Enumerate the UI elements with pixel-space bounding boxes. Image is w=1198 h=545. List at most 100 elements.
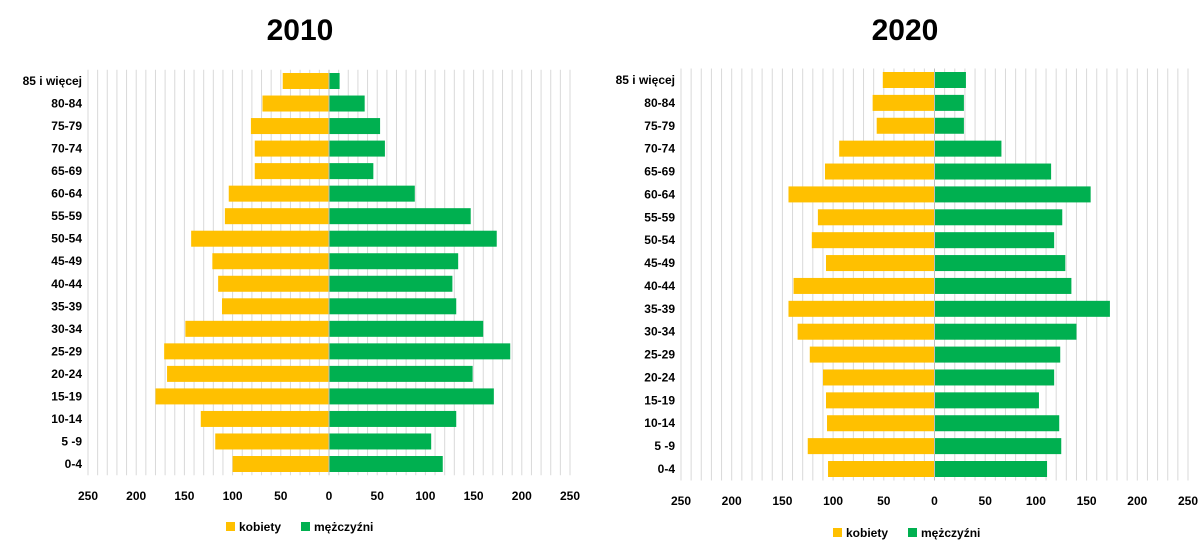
x-tick-label: 50 bbox=[274, 489, 288, 503]
bar-kobiety bbox=[807, 438, 935, 455]
bar-mezczyzni bbox=[934, 209, 1063, 226]
bar-kobiety bbox=[224, 208, 329, 225]
bar-mezczyzni bbox=[329, 275, 453, 292]
bar-mezczyzni bbox=[934, 163, 1052, 180]
bar-kobiety bbox=[221, 298, 329, 315]
bar-kobiety bbox=[876, 117, 935, 134]
bar-mezczyzni bbox=[329, 253, 459, 270]
bar-mezczyzni bbox=[934, 117, 964, 134]
bar-kobiety bbox=[872, 94, 935, 111]
bar-mezczyzni bbox=[329, 298, 457, 315]
x-tick-label: 200 bbox=[126, 489, 146, 503]
bar-kobiety bbox=[191, 230, 329, 247]
x-tick-label: 100 bbox=[823, 494, 843, 508]
bars bbox=[788, 72, 1110, 477]
bar-mezczyzni bbox=[329, 95, 365, 112]
legend-swatch-mezczyzni bbox=[301, 522, 310, 531]
bar-kobiety bbox=[218, 275, 329, 292]
bar-mezczyzni bbox=[934, 415, 1060, 432]
category-label: 40-44 bbox=[644, 279, 675, 293]
category-label: 55-59 bbox=[51, 209, 82, 223]
bar-kobiety bbox=[254, 163, 329, 180]
category-label: 60-64 bbox=[51, 187, 82, 201]
bar-mezczyzni bbox=[934, 461, 1048, 477]
bar-mezczyzni bbox=[934, 140, 1002, 157]
x-tick-label: 0 bbox=[326, 489, 333, 503]
category-label: 15-19 bbox=[51, 389, 82, 403]
pyramid-chart-2020: 2020 0-4 5 -9 10-14 15-19 20-24 25-29 30-34 35-3… bbox=[616, 14, 1198, 540]
bar-mezczyzni bbox=[934, 300, 1110, 317]
category-labels: 0-4 5 -9 10-14 15-19 20-24 25-29 30-34 35-39 40-… bbox=[616, 73, 676, 476]
bar-kobiety bbox=[262, 95, 329, 112]
bar-kobiety bbox=[839, 140, 935, 157]
bar-mezczyzni bbox=[934, 346, 1061, 363]
category-label: 65-69 bbox=[644, 165, 675, 179]
bar-mezczyzni bbox=[934, 369, 1055, 386]
bar-kobiety bbox=[788, 300, 935, 317]
bars bbox=[155, 73, 511, 472]
gridlines bbox=[87, 69, 571, 476]
category-label: 85 i więcej bbox=[23, 74, 82, 88]
x-tick-label: 150 bbox=[174, 489, 194, 503]
category-label: 30-34 bbox=[644, 325, 675, 339]
bar-mezczyzni bbox=[329, 388, 494, 405]
x-tick-label: 250 bbox=[671, 494, 691, 508]
x-tick-label: 50 bbox=[371, 489, 385, 503]
bar-mezczyzni bbox=[934, 392, 1039, 409]
x-tick-label: 100 bbox=[1026, 494, 1046, 508]
x-tick-label: 50 bbox=[877, 494, 891, 508]
bar-kobiety bbox=[282, 73, 329, 89]
category-label: 20-24 bbox=[51, 367, 82, 381]
category-label: 35-39 bbox=[51, 299, 82, 313]
category-label: 80-84 bbox=[51, 97, 82, 111]
category-label: 10-14 bbox=[644, 416, 675, 430]
bar-mezczyzni bbox=[329, 410, 457, 427]
category-labels: 0-4 5 -9 10-14 15-19 20-24 25-29 30-34 35-39 40-… bbox=[23, 74, 83, 471]
x-tick-label: 150 bbox=[772, 494, 792, 508]
bar-mezczyzni bbox=[934, 186, 1091, 203]
bar-kobiety bbox=[254, 140, 329, 157]
bar-mezczyzni bbox=[934, 438, 1062, 455]
category-label: 45-49 bbox=[51, 254, 82, 268]
category-label: 25-29 bbox=[644, 348, 675, 362]
legend-label-kobiety: kobiety bbox=[846, 526, 888, 540]
bar-kobiety bbox=[250, 118, 329, 135]
category-label: 55-59 bbox=[644, 210, 675, 224]
bar-kobiety bbox=[822, 369, 935, 386]
bar-kobiety bbox=[215, 433, 329, 450]
category-label: 0-4 bbox=[65, 457, 83, 471]
x-tick-labels: 250 200 150 100 50 0 50 100 150 200 250 bbox=[671, 494, 1198, 508]
bar-mezczyzni bbox=[329, 456, 443, 472]
bar-mezczyzni bbox=[329, 343, 511, 360]
category-label: 20-24 bbox=[644, 370, 675, 384]
category-label: 75-79 bbox=[51, 119, 82, 133]
bar-kobiety bbox=[232, 456, 329, 472]
category-label: 75-79 bbox=[644, 119, 675, 133]
bar-mezczyzni bbox=[934, 323, 1077, 340]
category-label: 10-14 bbox=[51, 412, 82, 426]
x-tick-label: 200 bbox=[1127, 494, 1147, 508]
x-tick-label: 200 bbox=[512, 489, 532, 503]
bar-mezczyzni bbox=[934, 255, 1066, 272]
x-tick-label: 250 bbox=[560, 489, 580, 503]
x-tick-label: 0 bbox=[931, 494, 938, 508]
category-label: 65-69 bbox=[51, 164, 82, 178]
bar-kobiety bbox=[817, 209, 935, 226]
legend-label-mezczyzni: mężczyźni bbox=[921, 526, 980, 540]
x-tick-label: 250 bbox=[78, 489, 98, 503]
chart-title: 2020 bbox=[872, 14, 939, 47]
bar-kobiety bbox=[185, 320, 329, 337]
category-label: 60-64 bbox=[644, 187, 675, 201]
category-label: 0-4 bbox=[658, 462, 676, 476]
bar-kobiety bbox=[827, 415, 935, 432]
legend: kobiety mężczyźni bbox=[833, 526, 980, 540]
x-tick-label: 100 bbox=[415, 489, 435, 503]
legend-swatch-kobiety bbox=[833, 528, 842, 537]
bar-kobiety bbox=[788, 186, 935, 203]
category-label: 40-44 bbox=[51, 277, 82, 291]
legend-swatch-mezczyzni bbox=[908, 528, 917, 537]
bar-kobiety bbox=[882, 72, 935, 88]
legend: kobiety mężczyźni bbox=[226, 520, 373, 534]
pyramid-chart-2010: 2010 0-4 5 -9 10-14 15-19 20-24 25-29 30-34 35-3… bbox=[23, 14, 581, 534]
bar-mezczyzni bbox=[329, 118, 381, 135]
